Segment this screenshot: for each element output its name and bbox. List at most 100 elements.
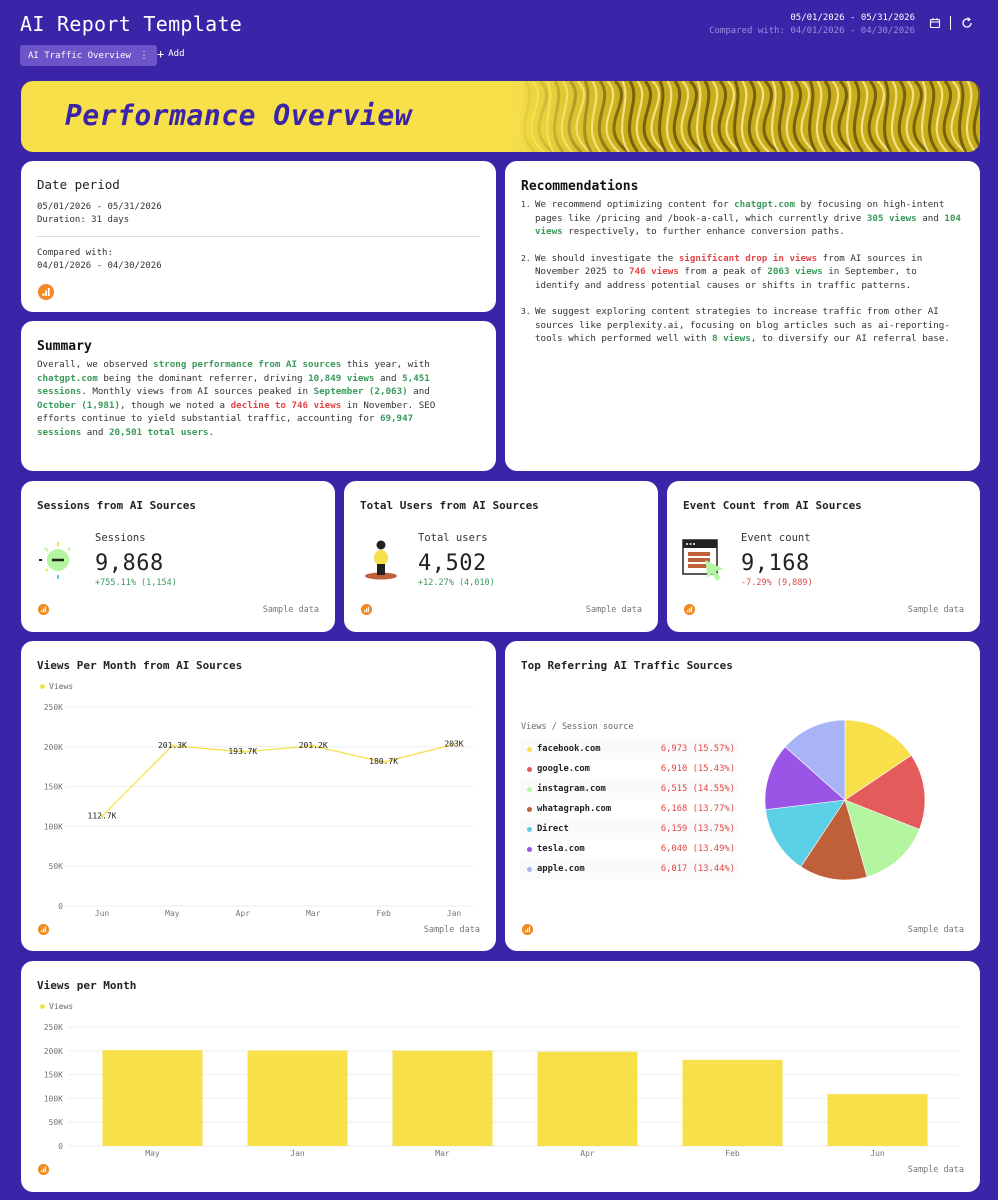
summary-card: Summary Overall, we observed strong perf… <box>21 321 496 471</box>
data-point[interactable] <box>311 744 315 748</box>
data-point[interactable] <box>241 750 245 754</box>
highlight-positive: 10,849 views <box>308 372 375 384</box>
y-tick-label: 50K <box>49 862 64 871</box>
referrer-row[interactable]: google.com 6,910 (15.43%) <box>520 759 737 779</box>
bar[interactable] <box>392 1050 493 1146</box>
legend-dot <box>527 866 532 872</box>
highlight-negative: decline to 746 views <box>230 399 342 411</box>
referrer-row[interactable]: Direct 6,159 (13.75%) <box>520 819 737 839</box>
text-segment: We should investigate the <box>535 252 679 264</box>
divider <box>37 236 480 237</box>
top-bar: AI Report Template AI Traffic Overview ⋮… <box>0 0 998 80</box>
highlight-positive: 2063 views <box>767 266 823 277</box>
plus-icon: + <box>157 47 165 61</box>
kpi-card-event-count: Event Count from AI Sources Event count … <box>667 481 980 632</box>
y-tick-label: 150K <box>44 783 63 792</box>
x-tick-label: Jun <box>870 1149 885 1158</box>
kpi-value: 9,168 <box>741 551 810 576</box>
chart-title: Top Referring AI Traffic Sources <box>521 659 733 672</box>
date-range-selector[interactable]: 05/01/2026 - 05/31/2026 Compared with: 0… <box>709 13 915 36</box>
tab-menu-icon[interactable]: ⋮ <box>138 50 149 61</box>
add-tab-button[interactable]: + Add <box>157 47 185 61</box>
bar[interactable] <box>827 1094 928 1146</box>
legend-dot <box>527 766 532 772</box>
source-name: tesla.com <box>537 844 585 854</box>
highlight-positive: September (2,063) <box>313 386 408 397</box>
source-value: 6,159 (13.75%) <box>660 824 735 834</box>
recommendations-title: Recommendations <box>521 179 639 194</box>
calendar-icon[interactable] <box>929 17 941 29</box>
referrer-row[interactable]: facebook.com 6,973 (15.57%) <box>520 739 737 759</box>
highlight-positive: 20,501 total users <box>108 426 209 438</box>
kpi-title: Total Users from AI Sources <box>360 499 539 512</box>
bar[interactable] <box>537 1051 638 1146</box>
bar[interactable] <box>682 1059 783 1146</box>
source-name: facebook.com <box>537 744 601 754</box>
kpi-title: Event Count from AI Sources <box>683 499 862 512</box>
views-per-month-ai-card: Views Per Month from AI Sources Views 0 5… <box>21 641 496 951</box>
sample-data-label: Sample data <box>907 1165 964 1175</box>
y-tick-label: 250K <box>44 703 63 712</box>
refresh-icon[interactable] <box>961 17 973 29</box>
x-tick-label: May <box>145 1149 160 1158</box>
bar-chart: 0 50K 100K 150K 200K 250K May Jan Mar Apr Feb Jun <box>44 1023 958 1158</box>
chart-title: Views per Month <box>37 979 137 992</box>
data-point[interactable] <box>382 760 386 764</box>
recommendation-number: 3. <box>521 307 531 316</box>
recommendations-list: 1. We recommend optimizing content for ch… <box>521 198 966 359</box>
pie-slice-instagram-com[interactable] <box>844 799 920 878</box>
date-period-title: Date period <box>37 177 120 192</box>
text-segment: in November. SEO efforts continue to yie… <box>37 399 436 425</box>
summary-text: Overall, we observed strong performance … <box>37 358 457 439</box>
highlight-negative: 746 views <box>629 266 679 277</box>
analytics-logo-icon <box>38 924 49 935</box>
date-range-text: 05/01/2026 - 05/31/2026 <box>790 13 915 23</box>
text-segment: in September, to identify and address po… <box>535 266 917 291</box>
pie-slice-facebook-com[interactable] <box>844 719 912 801</box>
referrer-row[interactable]: instagram.com 6,515 (14.55%) <box>520 779 737 799</box>
highlight-positive: 5,451 sessions <box>37 372 430 398</box>
header-divider <box>950 16 951 30</box>
pie-slice-direct[interactable] <box>765 799 846 868</box>
text-segment: We recommend optimizing content for <box>535 199 735 210</box>
highlight-positive: 305 views <box>866 212 917 224</box>
referrer-row[interactable]: apple.com 6,017 (13.44%) <box>520 859 737 879</box>
x-tick-label: Jun <box>95 909 110 918</box>
legend-label: Views <box>49 682 74 691</box>
recommendation-number: 2. <box>521 253 531 263</box>
compare-range-text: Compared with: 04/01/2026 - 04/30/2026 <box>709 26 915 36</box>
pie-slice-google-com[interactable] <box>844 754 926 830</box>
referrer-row[interactable]: whatagraph.com 6,168 (13.77%) <box>520 799 737 819</box>
pie-slice-apple-com[interactable] <box>784 719 846 801</box>
y-tick-label: 200K <box>44 1047 63 1056</box>
add-tab-label: Add <box>168 49 185 59</box>
source-value: 6,168 (13.77%) <box>660 804 735 814</box>
kpi-delta: -7.29% (9,889) <box>741 578 813 588</box>
pie-chart <box>764 719 926 881</box>
x-tick-label: Feb <box>725 1149 740 1158</box>
legend-dot <box>527 786 532 792</box>
text-segment: We suggest exploring content strategies … <box>535 306 950 344</box>
data-point[interactable] <box>100 814 104 818</box>
banner-decoration <box>510 81 980 152</box>
bar[interactable] <box>247 1050 348 1146</box>
source-name: google.com <box>537 764 590 774</box>
kpi-title: Sessions from AI Sources <box>37 499 196 512</box>
analytics-logo-icon <box>38 284 54 300</box>
tab-ai-traffic-overview[interactable]: AI Traffic Overview ⋮ <box>20 45 157 66</box>
y-tick-label: 200K <box>44 743 63 752</box>
views-per-month-card: Views per Month Views 0 50K 100K 150K 200K 25… <box>21 961 980 1192</box>
data-label: 203K <box>444 739 463 748</box>
tab-label: AI Traffic Overview <box>28 50 131 61</box>
bar[interactable] <box>102 1050 203 1146</box>
kpi-delta: +12.27% (4,010) <box>418 578 495 588</box>
summary-title: Summary <box>37 339 92 354</box>
pie-slice-whatagraph-com[interactable] <box>800 799 868 881</box>
recommendations-card: Recommendations 1. We recommend optimizin… <box>505 161 980 471</box>
data-point[interactable] <box>170 744 174 748</box>
x-tick-label: Jan <box>447 909 462 918</box>
pie-slice-tesla-com[interactable] <box>764 746 846 810</box>
referrer-row[interactable]: tesla.com 6,040 (13.49%) <box>520 839 737 859</box>
data-point[interactable] <box>452 742 456 746</box>
x-tick-label: Mar <box>435 1149 450 1158</box>
